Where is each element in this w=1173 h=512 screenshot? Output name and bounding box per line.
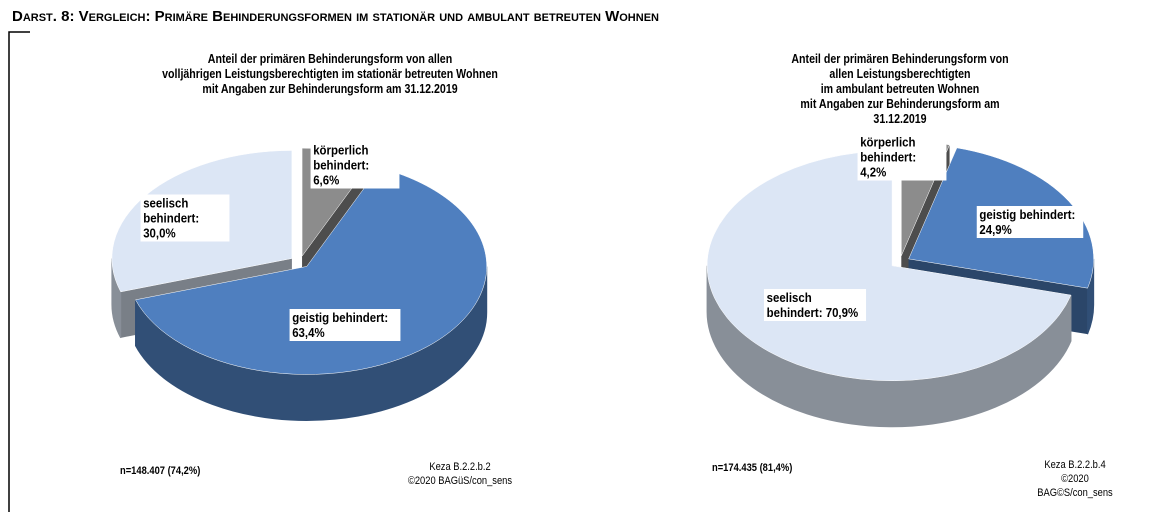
source-note: Keza B.2.2.b.2 [429,461,491,473]
source-note: Keza B.2.2.b.4 [1044,459,1106,471]
data-label: geistig behindert: 24,9% [976,206,1084,238]
data-label: seelisch behindert: 70,9% [763,289,867,321]
data-label: körperlich behindert: 4,2% [857,133,947,181]
sample-note: n=174.435 (81,4%) [712,462,793,474]
data-label: seelisch behindert: 30,0% [140,194,230,242]
chart-title: Anteil der primären Behinderungsform von… [791,52,1009,126]
source-note: ©2020 BAG©S/con_sens [1037,473,1113,499]
page-title: Darst. 8: Vergleich: Primäre Behinderung… [12,8,659,25]
slice [706,150,1072,381]
frame [8,31,30,512]
sample-note: n=148.407 (74,2%) [120,465,201,477]
data-label: körperlich behindert: 6,6% [310,141,400,189]
chart-title: Anteil der primären Behinderungsform von… [162,52,498,96]
source-note: ©2020 BAGüS/con_sens [407,475,513,487]
data-label: geistig behindert: 63,4% [289,309,401,341]
